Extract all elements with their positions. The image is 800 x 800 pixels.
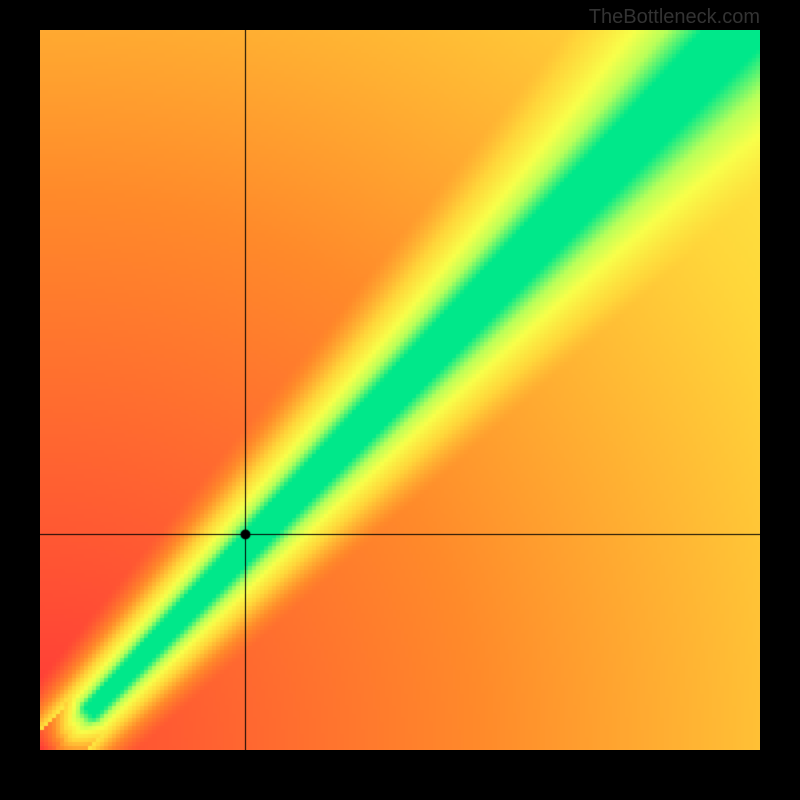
heatmap-plot: [40, 30, 760, 750]
watermark-text: TheBottleneck.com: [589, 6, 760, 29]
heatmap-canvas: [40, 30, 760, 750]
